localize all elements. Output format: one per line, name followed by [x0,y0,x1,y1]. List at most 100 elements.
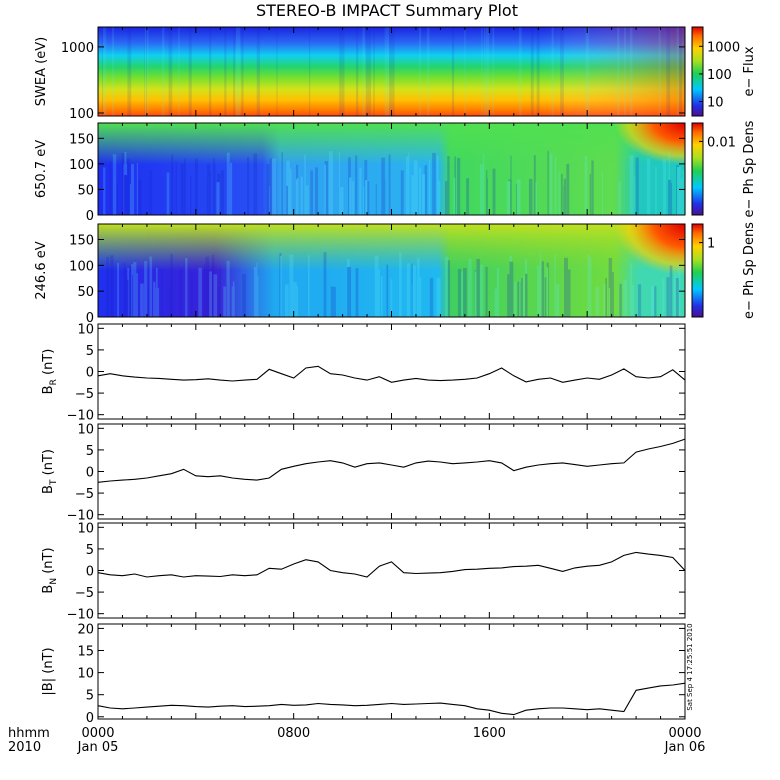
texture-streak [188,27,192,116]
texture-streak [304,154,306,215]
texture-streak [289,168,292,215]
y-axis-label: SWEA (eV) [34,37,49,106]
texture-streak [480,164,484,215]
texture-streak [411,175,415,215]
texture-streak [146,27,148,116]
panel-2: 0.01 e− Ph Sp Dens 650.7 eV 150 100 50 0 [34,120,757,224]
texture-streak [269,170,274,215]
texture-streak [519,279,521,317]
texture-streak [655,166,657,215]
texture-streak [668,279,673,317]
texture-streak [445,181,448,215]
texture-streak [418,277,422,317]
panel-frame [97,623,686,720]
texture-streak [516,184,519,215]
x-tick-date: Jan 05 [77,740,119,755]
texture-streak [214,163,216,215]
texture-streak [144,261,148,317]
texture-streak [347,266,352,317]
texture-streak [209,271,213,317]
texture-streak [279,253,282,317]
texture-streak [155,287,160,317]
texture-streak [428,160,431,215]
colorbar-tick-label: 1 [707,237,715,252]
texture-streak [220,170,225,215]
texture-streak [253,153,258,215]
series-line [97,551,686,578]
texture-streak [247,157,250,215]
texture-streak [679,27,682,116]
texture-streak [211,255,215,317]
texture-streak [476,263,481,317]
texture-streak [112,154,117,215]
y-axis-label-sub: T [49,479,59,486]
texture-streak [168,27,172,116]
texture-streak [153,281,156,317]
texture-streak [652,286,657,317]
texture-streak [464,27,466,116]
texture-streak [124,282,127,317]
colorbar [691,223,704,318]
y-tick-label: 0 [86,565,94,580]
texture-streak [677,267,681,317]
texture-streak [242,274,247,317]
texture-streak [561,174,563,215]
texture-streak [523,275,526,317]
texture-streak [558,171,560,215]
texture-streak [528,179,532,215]
texture-streak [138,179,142,215]
texture-streak [658,27,661,116]
texture-streak [474,270,477,317]
y-axis-label: BN (nT) [41,547,59,593]
y-tick-label: 50 [77,285,94,300]
y-axis-label-main: B [41,585,56,594]
series-line [97,365,686,383]
texture-streak [346,258,350,317]
x-tick-date: Jan 06 [664,740,706,755]
texture-streak [241,27,244,116]
texture-streak [476,258,480,317]
texture-streak [127,279,129,317]
y-tick-label: 150 [69,234,94,249]
texture-streak [185,258,188,317]
texture-streak [308,27,311,116]
texture-streak [563,178,567,215]
y-tick-label: 10 [77,521,94,536]
texture-streak [286,160,290,215]
y-tick-label: 150 [69,132,94,147]
texture-streak [408,152,410,215]
texture-streak [109,161,112,215]
panel-6: BN (nT) 10 5 0 −5 −10 [41,521,686,623]
texture-streak [149,256,153,317]
texture-streak [149,170,152,215]
texture-streak [180,163,184,215]
texture-streak [563,185,565,215]
texture-streak [429,278,434,317]
texture-streak [273,171,275,215]
texture-streak [567,180,570,215]
texture-streak [147,287,149,317]
texture-streak [521,277,523,317]
texture-streak [425,165,427,215]
texture-streak [219,268,222,317]
texture-streak [525,273,528,317]
texture-streak [679,178,683,215]
texture-streak [386,264,389,317]
texture-streak [171,154,174,215]
texture-streak [103,167,106,215]
y-tick-label: 0 [86,366,94,381]
y-tick-label: −10 [67,509,94,524]
texture-streak [554,254,556,317]
texture-streak [517,281,522,317]
texture-streak [436,277,441,317]
texture-streak [457,268,462,317]
texture-streak [418,167,421,215]
texture-streak [387,27,390,116]
texture-streak [668,150,671,215]
texture-streak [125,175,129,215]
texture-streak [281,152,283,215]
texture-streak [589,173,592,215]
texture-streak [212,158,215,215]
texture-streak [132,275,136,317]
